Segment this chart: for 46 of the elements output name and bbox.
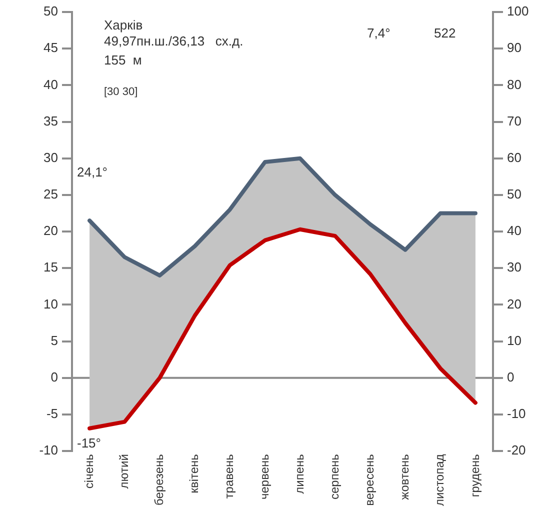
- x-tick-label: листопад: [432, 454, 447, 506]
- y-tick-label: 15: [44, 260, 58, 275]
- x-tick-label: травень: [222, 454, 236, 499]
- x-tick-label: липень: [292, 454, 306, 494]
- x-tick-label: вересень: [362, 454, 377, 506]
- y2-tick-label: 20: [507, 296, 522, 312]
- y2-tick-label: 90: [507, 40, 522, 56]
- y-tick-label: 5: [50, 332, 58, 348]
- y2-tick-label: 70: [507, 113, 522, 128]
- y-tick-label: 30: [44, 150, 58, 165]
- y-tick-label: 25: [44, 186, 58, 202]
- y2-tick-label: 40: [507, 223, 522, 238]
- y2-tick-label: 50: [507, 186, 522, 202]
- y2-tick-label: -10: [507, 406, 526, 422]
- annotation: 49,97пн.ш./36,13 сх.д.: [104, 34, 244, 49]
- x-tick-label: лютий: [116, 454, 131, 489]
- annotation: 24,1°: [77, 164, 108, 180]
- x-tick-label: червень: [257, 454, 272, 500]
- x-tick-label: жовтень: [398, 454, 412, 500]
- annotation: 522: [434, 26, 456, 41]
- y2-tick-label: 10: [507, 332, 522, 348]
- y2-tick-label: 60: [507, 150, 522, 165]
- annotation: [30 30]: [104, 86, 138, 98]
- y-tick-label: -5: [46, 406, 58, 422]
- y-tick-label: 35: [44, 113, 58, 128]
- y2-tick-label: 0: [507, 369, 514, 384]
- text: Харків: [104, 18, 143, 33]
- y-tick-label: 10: [44, 296, 58, 312]
- y-tick-label: 50: [44, 4, 58, 19]
- x-tick-label: січень: [82, 454, 96, 489]
- y-tick-label: 45: [44, 40, 58, 56]
- x-tick-label: квітень: [187, 454, 202, 494]
- y-tick-label: -10: [39, 442, 58, 458]
- y-tick-label: 40: [44, 76, 58, 92]
- y-tick-label: 20: [44, 223, 58, 238]
- y-tick-label: 0: [50, 369, 58, 384]
- annotation: -15°: [77, 435, 101, 450]
- y2-tick-label: 80: [507, 76, 522, 92]
- x-tick-label: серпень: [327, 454, 342, 500]
- annotation: 7,4°: [367, 26, 390, 41]
- annotation: 155 м: [104, 52, 142, 68]
- y2-tick-label: -20: [507, 442, 526, 458]
- x-tick-label: березень: [152, 454, 166, 506]
- y2-tick-label: 100: [507, 4, 529, 19]
- x-tick-label: грудень: [468, 454, 482, 498]
- y2-tick-label: 30: [507, 260, 522, 275]
